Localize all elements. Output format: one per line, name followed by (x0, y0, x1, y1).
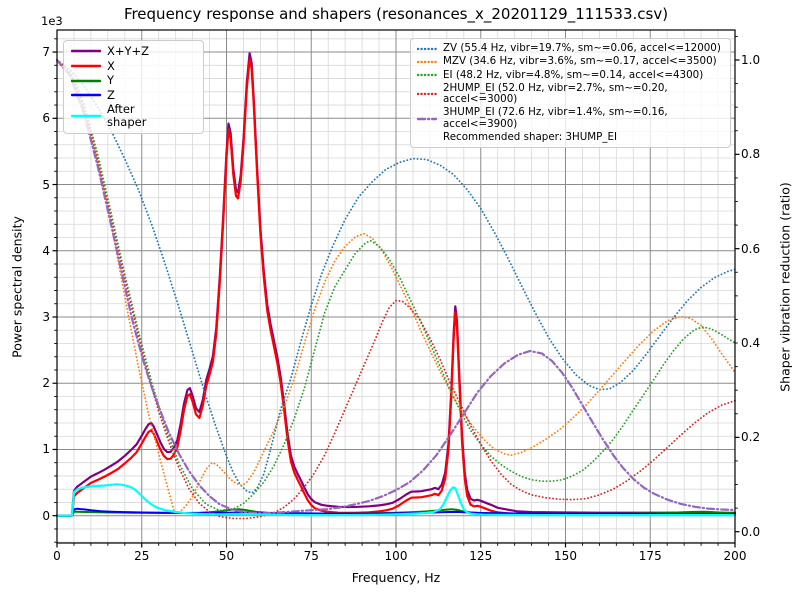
y-right-tick-label: 0.6 (741, 241, 761, 256)
legend-swatch-dotted (417, 74, 437, 77)
legend-item: X+Y+Z (71, 43, 196, 58)
legend-item: X (71, 58, 196, 73)
legend-label: EI (48.2 Hz, vibr=4.8%, sm~=0.14, accel<… (443, 68, 704, 81)
y-left-tick-label: 1 (42, 442, 50, 457)
legend-item: Recommended shaper: 3HUMP_EI (417, 131, 724, 143)
legend-swatch-solid (71, 93, 101, 97)
x-tick-label: 25 (134, 549, 150, 563)
series-psd-after-shaper (56, 483, 736, 517)
legend-swatch-solid (71, 115, 101, 118)
x-axis-label: Frequency, Hz (351, 570, 441, 585)
legend-label: 3HUMP_EI (72.6 Hz, vibr=1.4%, sm~=0.16, … (443, 105, 668, 130)
y-right-tick-label: 0.0 (741, 524, 761, 539)
series-shaper-mzv (56, 59, 736, 514)
legend-label: After shaper (107, 102, 147, 130)
x-tick-label: 200 (723, 549, 747, 563)
y-axis-label-left: Power spectral density (9, 216, 25, 358)
chart-title: Frequency response and shapers (resonanc… (123, 5, 669, 23)
legend-item: Y (71, 74, 196, 87)
legend-swatch-solid (71, 64, 101, 68)
x-tick-label: 75 (303, 549, 319, 563)
legend-item: MZV (34.6 Hz, vibr=3.6%, sm~=0.17, accel… (417, 56, 724, 68)
series-psd-z (56, 507, 736, 517)
series-shaper-ei (56, 59, 736, 512)
y-left-tick-label: 3 (42, 309, 50, 324)
x-tick-label: 50 (218, 549, 235, 563)
y-right-tick-label: 0.2 (741, 430, 761, 445)
legend-item: 2HUMP_EI (52.0 Hz, vibr=2.7%, sm~=0.20, … (417, 81, 724, 106)
series-psd-x (56, 58, 736, 517)
x-tick-label: 175 (638, 549, 662, 563)
legend-label: X+Y+Z (107, 43, 150, 58)
y-right-tick-label: 0.4 (741, 336, 761, 351)
series-shaper-zv (56, 59, 736, 494)
y-left-tick-label: 6 (42, 111, 50, 126)
legend-item: After shaper (71, 103, 196, 129)
legend-label: Z (107, 87, 115, 102)
y-axis-offset-label: 1e3 (41, 14, 63, 28)
legend-item: 3HUMP_EI (72.6 Hz, vibr=1.4%, sm~=0.16, … (417, 105, 724, 130)
series-shaper-2hump-ei (56, 59, 736, 520)
y-right-tick-label: 0.8 (741, 147, 761, 162)
y-axis-label-right: Shaper vibration reduction (ratio) (777, 182, 793, 392)
x-tick-label: 100 (384, 549, 408, 563)
tick-marks (52, 35, 740, 548)
legend-swatch-dotted (417, 60, 437, 64)
x-tick-label: 125 (469, 549, 493, 563)
legend-label: Recommended shaper: 3HUMP_EI (443, 130, 618, 143)
legend-swatch-dotted (417, 92, 437, 96)
legend-swatch-dotted (417, 47, 437, 50)
series-shaper-3hump-ei (56, 58, 736, 515)
y-left-tick-label: 0 (42, 508, 50, 523)
y-left-tick-label: 2 (42, 376, 50, 391)
y-left-tick-label: 5 (42, 177, 50, 192)
legend-swatch-empty (417, 131, 437, 143)
legend-label: MZV (34.6 Hz, vibr=3.6%, sm~=0.17, accel… (443, 55, 717, 68)
legend-shapers: ZV (55.4 Hz, vibr=19.7%, sm~=0.06, accel… (410, 38, 731, 148)
y-left-tick-label: 7 (42, 45, 50, 60)
legend-swatch-dashdot (417, 117, 437, 120)
legend-swatch-solid (71, 50, 101, 53)
legend-item: ZV (55.4 Hz, vibr=19.7%, sm~=0.06, accel… (417, 41, 724, 55)
legend-swatch-solid (71, 79, 101, 82)
legend-item: Z (71, 87, 196, 102)
series-group (56, 52, 736, 520)
legend-label: Y (107, 73, 115, 88)
x-tick-label: 150 (554, 549, 577, 563)
legend-label: X (107, 58, 115, 73)
y-right-tick-label: 1.0 (741, 53, 761, 67)
legend-label: ZV (55.4 Hz, vibr=19.7%, sm~=0.06, accel… (443, 41, 721, 54)
x-tick-label: 0 (53, 549, 61, 563)
legend-item: EI (48.2 Hz, vibr=4.8%, sm~=0.14, accel<… (417, 69, 724, 81)
legend-psd: X+Y+Z X Y Z After shaper (63, 40, 204, 134)
legend-label: 2HUMP_EI (52.0 Hz, vibr=2.7%, sm~=0.20, … (443, 81, 668, 106)
y-left-tick-label: 4 (42, 243, 50, 258)
